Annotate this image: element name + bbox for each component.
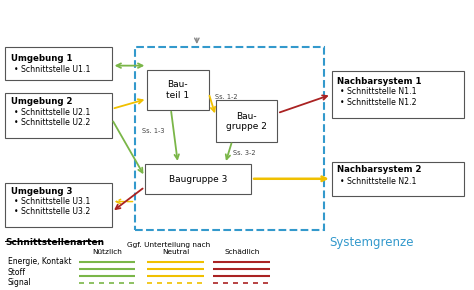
- Bar: [331, 162, 464, 195]
- Text: Energie, Kontakt: Energie, Kontakt: [8, 258, 71, 267]
- Bar: [5, 182, 112, 227]
- Text: Nachbarsystem 1: Nachbarsystem 1: [337, 77, 422, 86]
- Text: Signal: Signal: [8, 278, 32, 287]
- Text: • Schnittstelle U3.1: • Schnittstelle U3.1: [14, 197, 91, 206]
- Text: Ss. 1-3: Ss. 1-3: [143, 128, 165, 134]
- Text: • Schnittstelle N2.1: • Schnittstelle N2.1: [340, 177, 417, 186]
- Text: Umgebung 3: Umgebung 3: [11, 187, 73, 196]
- Text: Umgebung 1: Umgebung 1: [11, 54, 73, 63]
- Text: Bau-
gruppe 2: Bau- gruppe 2: [226, 112, 267, 131]
- Text: • Schnittstelle U3.2: • Schnittstelle U3.2: [14, 207, 90, 216]
- Text: • Schnittstelle U1.1: • Schnittstelle U1.1: [14, 65, 91, 74]
- Text: • Schnittstelle U2.1: • Schnittstelle U2.1: [14, 108, 91, 117]
- Text: Systemgrenze: Systemgrenze: [329, 236, 414, 249]
- Text: Schädlich: Schädlich: [224, 249, 259, 255]
- Text: Stoff: Stoff: [8, 268, 26, 277]
- Text: Nachbarsystem 2: Nachbarsystem 2: [337, 165, 422, 174]
- Text: Bau-
teil 1: Bau- teil 1: [166, 80, 190, 100]
- Text: Baugruppe 3: Baugruppe 3: [169, 175, 228, 184]
- Text: Neutral: Neutral: [162, 249, 189, 255]
- Bar: [147, 70, 209, 110]
- Text: • Schnittstelle U2.2: • Schnittstelle U2.2: [14, 118, 90, 127]
- Bar: [331, 71, 464, 117]
- Text: • Schnittstelle N1.2: • Schnittstelle N1.2: [340, 98, 417, 107]
- Text: Nützlich: Nützlich: [92, 249, 122, 255]
- Bar: [145, 164, 251, 194]
- Text: Umgebung 2: Umgebung 2: [11, 97, 73, 106]
- Bar: [216, 100, 277, 142]
- Bar: [5, 93, 112, 138]
- Text: Ss. 1-2: Ss. 1-2: [215, 93, 237, 99]
- Bar: [136, 47, 324, 230]
- Text: Ggf. Unterteilung nach: Ggf. Unterteilung nach: [127, 242, 210, 248]
- Text: • Schnittstelle N1.1: • Schnittstelle N1.1: [340, 87, 417, 96]
- Bar: [5, 47, 112, 80]
- Text: Schnittstellenarten: Schnittstellenarten: [5, 238, 105, 247]
- Text: Ss. 3-2: Ss. 3-2: [233, 150, 256, 156]
